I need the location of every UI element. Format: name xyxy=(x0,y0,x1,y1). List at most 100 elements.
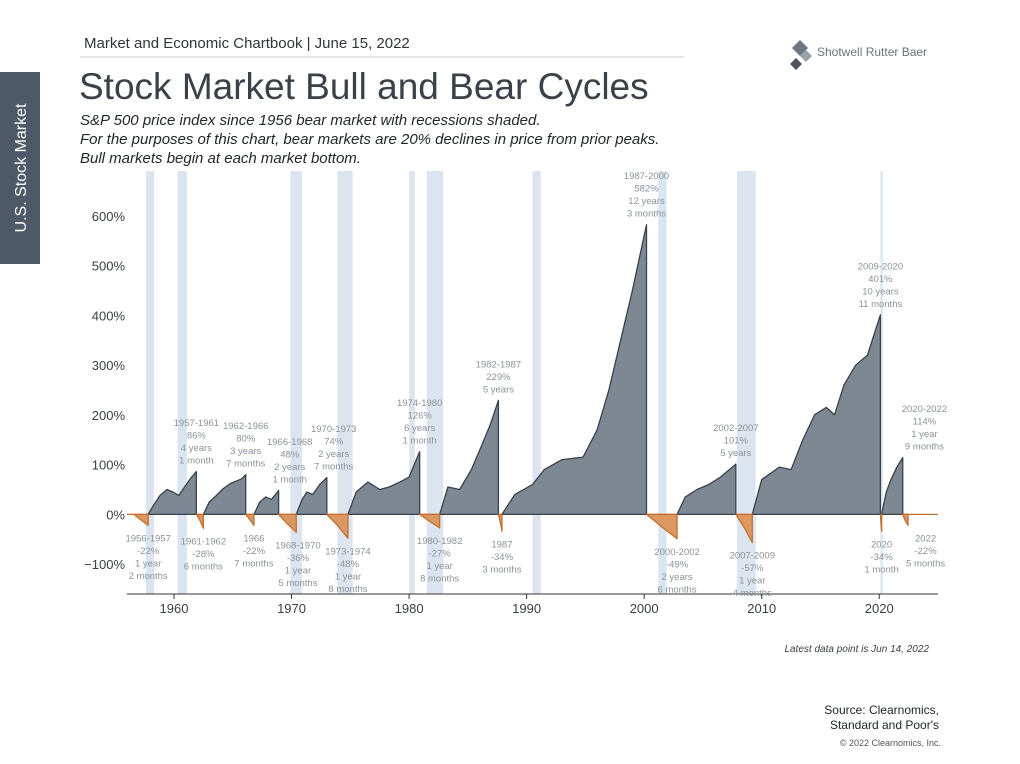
recession-band xyxy=(409,171,415,594)
y-tick-label: 0% xyxy=(106,507,125,522)
bear-annotation: 1956-1957 xyxy=(125,533,170,544)
bear-annotation: -22% xyxy=(914,546,937,557)
bear-annotation: 8 months xyxy=(420,573,459,584)
bear-annotation: 6 months xyxy=(658,584,697,595)
bull-annotation: 101% xyxy=(724,436,749,447)
bear-annotation: 1 year xyxy=(135,558,161,569)
logo-text: Shotwell Rutter Baer xyxy=(817,45,927,59)
recession-band xyxy=(426,171,444,594)
bull-annotation: 1 month xyxy=(273,474,307,485)
x-tick-label: 1990 xyxy=(512,601,541,616)
y-tick-label: 100% xyxy=(92,458,126,473)
bull-annotation: 2002-2007 xyxy=(713,423,758,434)
bear-annotation: 8 months xyxy=(328,584,367,595)
bear-annotation: 5 months xyxy=(906,558,945,569)
recession-band xyxy=(177,171,187,594)
source: Standard and Poor's xyxy=(830,718,939,732)
bear-annotation: 1987 xyxy=(491,539,512,550)
bear-annotation: 2000-2002 xyxy=(654,547,699,558)
x-tick-label: 2020 xyxy=(865,601,894,616)
bull-annotation: 401% xyxy=(868,274,893,285)
bear-market-area xyxy=(902,513,909,526)
bear-annotation: -34% xyxy=(491,552,514,563)
bull-annotation: 126% xyxy=(408,411,433,422)
note: Latest data point is Jun 14, 2022 xyxy=(784,644,929,655)
bear-annotation: 1 year xyxy=(335,571,361,582)
bear-annotation: -57% xyxy=(741,563,764,574)
bear-annotation: 2020 xyxy=(871,539,892,550)
bull-annotation: 2 years xyxy=(318,449,349,460)
logo: Shotwell Rutter Baer xyxy=(790,40,927,70)
bull-annotation: 4 years xyxy=(181,443,212,454)
bear-annotation: -34% xyxy=(870,552,893,563)
bull-annotation: 7 months xyxy=(226,459,265,470)
bear-annotation: 1973-1974 xyxy=(325,546,370,557)
subtitle: S&P 500 price index since 1956 bear mark… xyxy=(80,112,541,129)
bull-annotation: 1 month xyxy=(403,436,437,447)
bear-market-area xyxy=(277,513,297,533)
recession-band xyxy=(290,171,303,594)
recession-band xyxy=(658,171,667,594)
bull-annotation: 11 months xyxy=(859,299,903,310)
bear-annotation: 1 month xyxy=(864,564,898,575)
bull-annotation: 2009-2020 xyxy=(858,261,903,272)
bull-annotation: 1974-1980 xyxy=(397,398,442,409)
bull-annotation: 6 years xyxy=(404,423,435,434)
bull-annotation: 1982-1987 xyxy=(476,359,521,370)
bull-annotation: 1 year xyxy=(911,429,937,440)
bull-annotation: 10 years xyxy=(862,286,899,297)
bear-market-area xyxy=(133,513,149,526)
x-tick-label: 1960 xyxy=(160,601,189,616)
subtitle: Bull markets begin at each market bottom… xyxy=(80,150,361,167)
y-tick-label: −100% xyxy=(84,557,125,572)
bear-market-area xyxy=(245,513,255,526)
bear-market-area xyxy=(419,513,441,529)
bear-annotation: 1 year xyxy=(739,576,765,587)
bull-market-area xyxy=(501,224,648,516)
bull-annotation: 3 months xyxy=(627,209,666,220)
bull-market-area xyxy=(676,463,737,516)
recession-band xyxy=(532,171,541,594)
recession-band xyxy=(145,171,155,594)
bear-annotation: -22% xyxy=(137,546,160,557)
bear-market-area xyxy=(645,513,678,540)
bull-annotation: 5 years xyxy=(483,384,514,395)
bear-annotation: 2007-2009 xyxy=(730,551,775,562)
x-tick-label: 1980 xyxy=(395,601,424,616)
bear-annotation: 5 months xyxy=(278,578,317,589)
bull-annotation: 582% xyxy=(634,184,659,195)
bear-annotation: -36% xyxy=(287,553,310,564)
bear-annotation: -48% xyxy=(337,559,360,570)
chartbook-header: Market and Economic Chartbook | June 15,… xyxy=(84,35,410,52)
bear-annotation: 1968-1970 xyxy=(275,540,320,551)
logo-mark xyxy=(800,50,812,62)
bull-market-area xyxy=(751,314,882,516)
bull-market-area xyxy=(253,489,280,516)
bull-annotation: 2020-2022 xyxy=(902,404,947,415)
bull-annotation: 1962-1966 xyxy=(223,421,268,432)
bear-annotation: -49% xyxy=(666,559,689,570)
bull-annotation: 48% xyxy=(280,449,300,460)
bull-annotation: 1970-1973 xyxy=(311,424,356,435)
recession-band xyxy=(737,171,756,594)
y-tick-label: 500% xyxy=(92,259,126,274)
bull-market-area xyxy=(439,399,500,516)
bull-annotation: 7 months xyxy=(314,462,353,473)
bear-annotation: 2022 xyxy=(915,533,936,544)
y-tick-label: 400% xyxy=(92,308,126,323)
bull-annotation: 9 months xyxy=(905,442,944,453)
logo-mark xyxy=(790,58,802,70)
source: Source: Clearnomics, xyxy=(824,703,939,717)
bear-annotation: 1 year xyxy=(285,565,311,576)
bear-annotation: 4 months xyxy=(733,588,772,599)
bear-annotation: -22% xyxy=(243,546,266,557)
bear-market-area xyxy=(497,513,503,532)
plot: 600% 500% 400% 300% 200% 100% 0% −100% 1960 1970 1… xyxy=(84,171,947,616)
bull-annotation: 74% xyxy=(324,437,344,448)
x-tick-label: 1970 xyxy=(277,601,306,616)
sidebar-tab xyxy=(0,72,40,264)
bull-annotation: 80% xyxy=(236,434,256,445)
bull-annotation: 114% xyxy=(913,417,937,428)
bear-annotation: -27% xyxy=(429,548,452,559)
